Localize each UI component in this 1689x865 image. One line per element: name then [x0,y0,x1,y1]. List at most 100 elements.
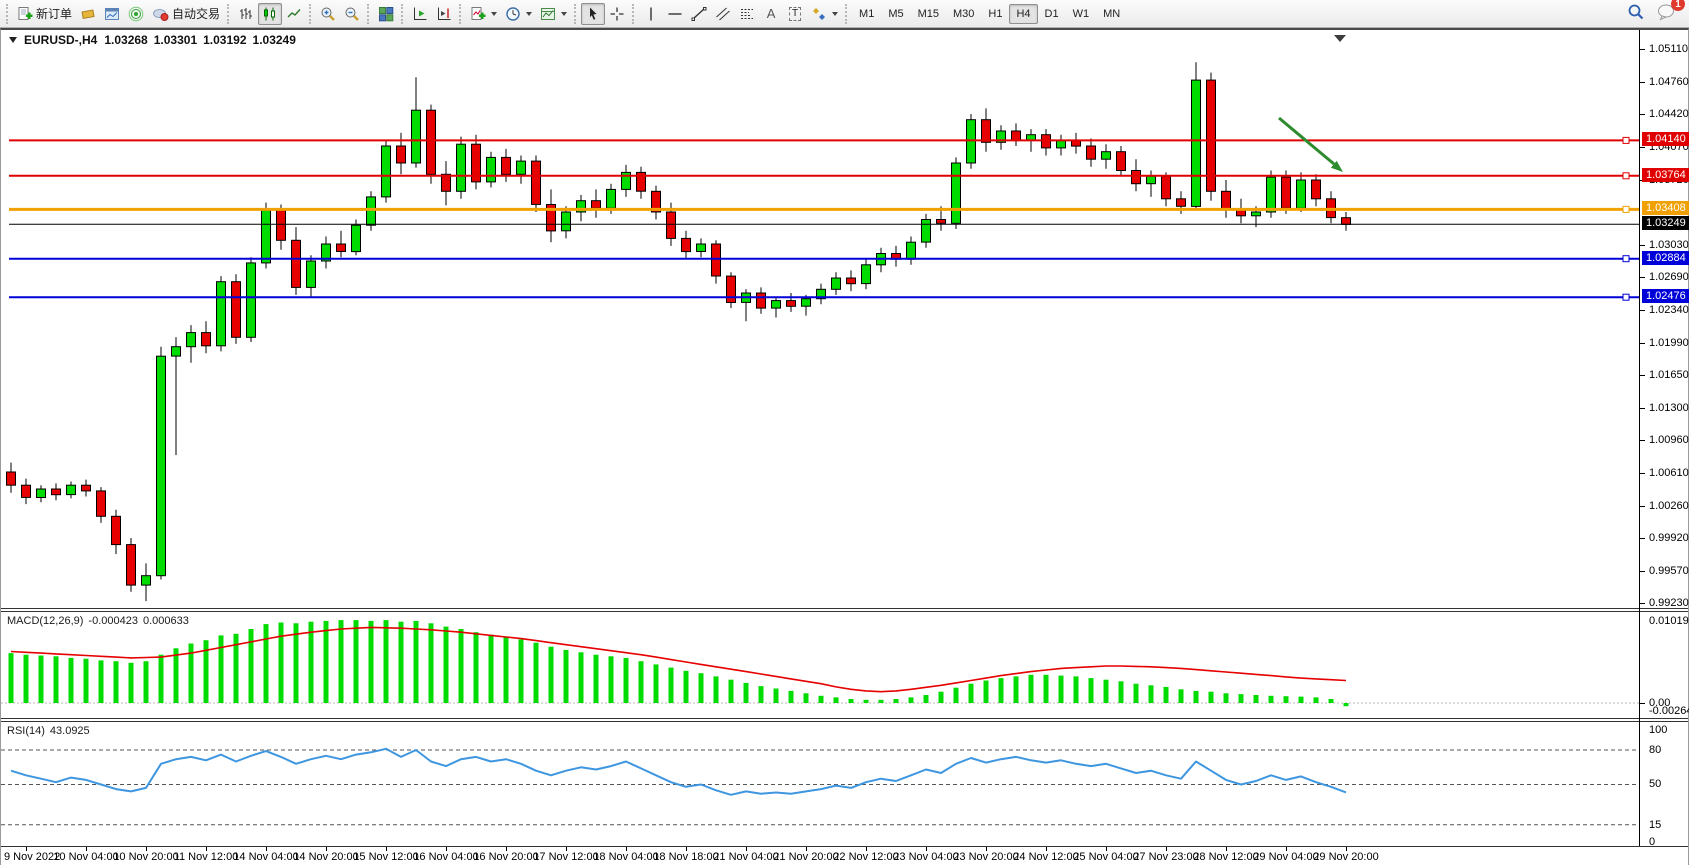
price-tick [1640,147,1645,148]
macd-axis-min: -0.002642 [1649,705,1689,717]
macd-axis-zero: 0.00 [1649,697,1671,709]
price-tick [1640,343,1645,344]
trend-arrow-annotation [1278,116,1335,166]
timeframe-button-m5[interactable]: M5 [881,4,910,24]
auto-scroll-icon [412,6,428,22]
notifications-button[interactable]: 1 [1657,0,1685,24]
tile-windows-button[interactable] [374,3,398,25]
rsi-axis-label: 100 [1649,724,1668,736]
new-order-button[interactable]: 新订单 [13,3,76,25]
periods-button[interactable] [501,3,536,25]
trendline-tool-button[interactable] [687,3,711,25]
time-tick [326,847,327,851]
auto-trading-button[interactable]: 自动交易 [148,3,224,25]
signal-button[interactable] [124,3,148,25]
fibonacci-tool-button[interactable] [735,3,759,25]
toolbar-grip[interactable] [367,3,371,24]
toolbar-grip[interactable] [309,3,313,24]
price-tick [1640,277,1645,278]
bar-chart-type-button[interactable] [234,3,258,25]
toolbar-grip[interactable] [227,3,231,24]
price-panel[interactable]: EURUSD-,H4 1.03268 1.03301 1.03192 1.032… [1,30,1689,609]
zoom-in-button[interactable] [316,3,340,25]
timeframe-button-m15[interactable]: M15 [911,4,946,24]
level-price-label: 1.03764 [1642,168,1689,182]
price-tick [1640,473,1645,474]
macd-panel[interactable]: MACD(12,26,9) -0.000423 0.000633 0.01019… [1,612,1689,718]
crosshair-tool-button[interactable] [605,3,629,25]
toolbar-grip[interactable] [6,3,10,24]
time-tick [506,847,507,851]
timeframe-button-w1[interactable]: W1 [1066,4,1097,24]
indicators-button[interactable] [466,3,501,25]
time-tick-label: 16 Nov 20:00 [473,851,539,863]
time-tick-label: 18 Nov 04:00 [593,851,659,863]
candlestick-chart-type-button[interactable] [258,2,283,25]
toolbar-grip[interactable] [574,3,578,24]
time-axis[interactable]: 9 Nov 2022 10 Nov 04:00 10 Nov 20:00 11 Nov… [1,846,1688,865]
rsi-axis-label: 50 [1649,778,1662,790]
panel-splitter[interactable] [1,718,1688,722]
collapse-icon[interactable] [9,37,17,43]
time-tick [26,847,27,851]
price-tick [1640,375,1645,376]
chart-window-icon [104,6,120,22]
search-icon[interactable] [1627,3,1645,24]
toolbar-grip[interactable] [401,3,405,24]
candlestick-plot[interactable] [1,30,1639,608]
horizontal-line-icon [667,6,683,22]
cursor-icon [585,6,601,22]
time-tick-label: 22 Nov 12:00 [833,851,899,863]
price-tick [1640,603,1645,604]
rsi-axis-label: 0 [1649,836,1656,848]
time-tick [686,847,687,851]
vertical-line-tool-button[interactable] [639,3,663,25]
new-order-icon [17,6,33,22]
macd-plot[interactable] [1,612,1639,718]
price-axis-divider [1639,30,1640,846]
cursor-tool-button[interactable] [581,2,606,25]
text-label-icon: T [788,6,802,21]
price-tick-label: 1.02340 [1649,304,1689,316]
timeframe-button-mn[interactable]: MN [1096,4,1127,24]
toolbar-grip[interactable] [632,3,636,24]
rsi-panel[interactable]: RSI(14) 43.0925 100 80 50 15 0 [1,722,1688,848]
time-tick [746,847,747,851]
line-chart-type-button[interactable] [282,3,306,25]
price-tick-label: 1.00260 [1649,500,1689,512]
zoom-out-button[interactable] [340,3,364,25]
time-tick [266,847,267,851]
templates-button[interactable] [536,3,571,25]
timeframe-button-d1[interactable]: D1 [1038,4,1066,24]
toolbar-right-group: 1 [1627,0,1685,24]
timeframe-button-h1[interactable]: H1 [981,4,1009,24]
price-tick [1640,440,1645,441]
time-tick [206,847,207,851]
text-label-tool-button[interactable]: T [783,3,807,25]
text-tool-button[interactable]: A [759,3,783,25]
symbol-period-label: EURUSD-,H4 [24,33,98,47]
chart-sync-button[interactable] [100,3,124,25]
price-axis[interactable]: 1.051101.047601.044201.040701.037201.030… [1640,30,1689,609]
chart-shift-button[interactable] [432,3,456,25]
rsi-plot[interactable] [1,722,1639,846]
toolbar-grip[interactable] [459,3,463,24]
trendline-icon [691,6,707,22]
horizontal-line-tool-button[interactable] [663,3,687,25]
timeframe-button-m1[interactable]: M1 [852,4,881,24]
panel-splitter[interactable] [1,608,1688,612]
toolbar-grip[interactable] [845,3,849,24]
price-tick [1640,571,1645,572]
timeframe-button-m30[interactable]: M30 [946,4,981,24]
equidistant-channel-tool-button[interactable] [711,3,735,25]
auto-scroll-button[interactable] [408,3,432,25]
arrows-tool-button[interactable] [807,3,842,25]
rsi-axis-label: 80 [1649,744,1662,756]
zoom-in-icon [320,6,336,22]
tile-windows-icon [378,6,394,22]
level-price-label: 1.02884 [1642,251,1689,265]
gold-tool-button[interactable] [76,3,100,25]
timeframe-button-h4[interactable]: H4 [1009,3,1038,24]
price-tick [1640,506,1645,507]
new-order-label: 新订单 [36,7,73,21]
